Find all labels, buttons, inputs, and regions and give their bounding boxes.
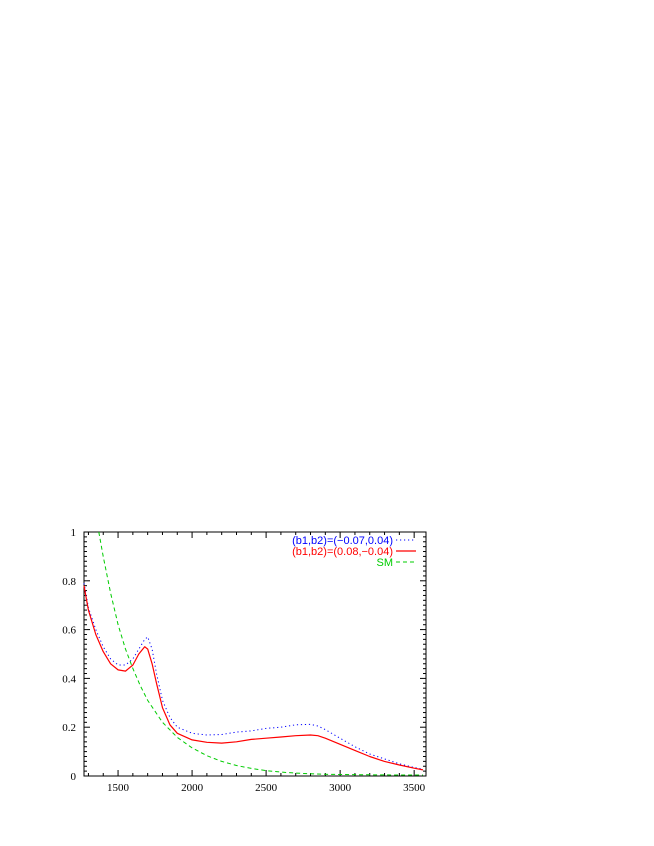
- y-tick-label: 0.4: [62, 673, 76, 685]
- legend-label-2: (b1,b2)=(0.08,−0.04): [292, 546, 393, 558]
- x-tick-label: 3000: [329, 782, 352, 794]
- y-tick-label: 0.8: [62, 576, 76, 588]
- legend-label-1: (b1,b2)=(−0.07,0.04): [292, 535, 393, 547]
- legend-label-3: SM: [377, 557, 394, 569]
- x-tick-label: 1500: [107, 782, 130, 794]
- x-tick-label: 3500: [403, 782, 426, 794]
- y-tick-label: 0.2: [62, 722, 76, 734]
- y-tick-label: 0.6: [62, 625, 76, 637]
- axis-ticks: [84, 532, 426, 776]
- series-line-1: [83, 583, 424, 770]
- series-lines: [83, 531, 424, 776]
- axis-tick-labels: 1500 2000 2500 3000 3500 0 0.2 0.4 0.6 0.8 1: [62, 527, 425, 794]
- x-tick-label: 2500: [255, 782, 278, 794]
- y-tick-label: 0: [71, 771, 77, 783]
- x-tick-label: 2000: [181, 782, 204, 794]
- y-tick-label: 1: [71, 527, 77, 539]
- series-line-3: [98, 531, 423, 776]
- series-line-2: [83, 585, 424, 771]
- legend: (b1,b2)=(−0.07,0.04)(b1,b2)=(0.08,−0.04)…: [292, 535, 416, 569]
